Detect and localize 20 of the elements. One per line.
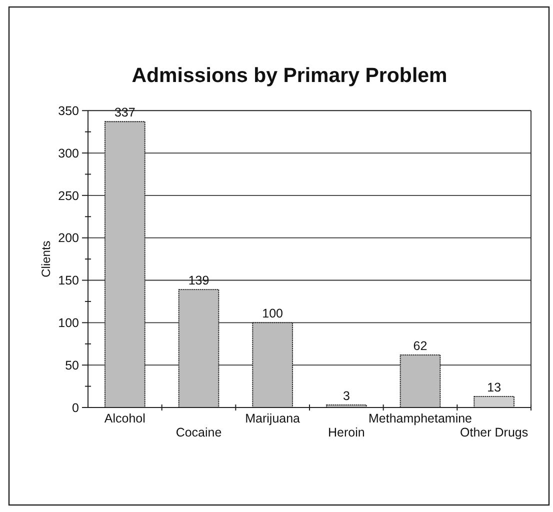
y-tick-label: 100 xyxy=(58,316,80,330)
data-label: 62 xyxy=(413,338,428,353)
x-tick-label: Alcohol xyxy=(104,412,146,426)
data-label: 13 xyxy=(487,380,502,394)
y-tick-label: 300 xyxy=(58,146,80,160)
x-tick-label: Marijuana xyxy=(245,412,300,426)
data-label: 100 xyxy=(262,306,284,321)
x-tick-label: Heroin xyxy=(328,426,365,440)
y-tick-label: 350 xyxy=(58,104,80,118)
y-tick-label: 200 xyxy=(58,231,80,246)
x-tick-label: Cocaine xyxy=(176,426,222,440)
x-tick-label: Methamphetamine xyxy=(368,412,472,426)
data-label: 3 xyxy=(342,388,350,403)
y-tick-label: 50 xyxy=(65,358,80,372)
x-tick-label: Other Drugs xyxy=(460,426,528,440)
chart-title: Admissions by Primary Problem xyxy=(132,64,448,87)
y-tick-label: 150 xyxy=(58,274,80,288)
y-axis-title: Clients xyxy=(39,240,53,278)
y-tick-label: 250 xyxy=(58,188,80,203)
y-tick-label: 0 xyxy=(72,400,80,415)
